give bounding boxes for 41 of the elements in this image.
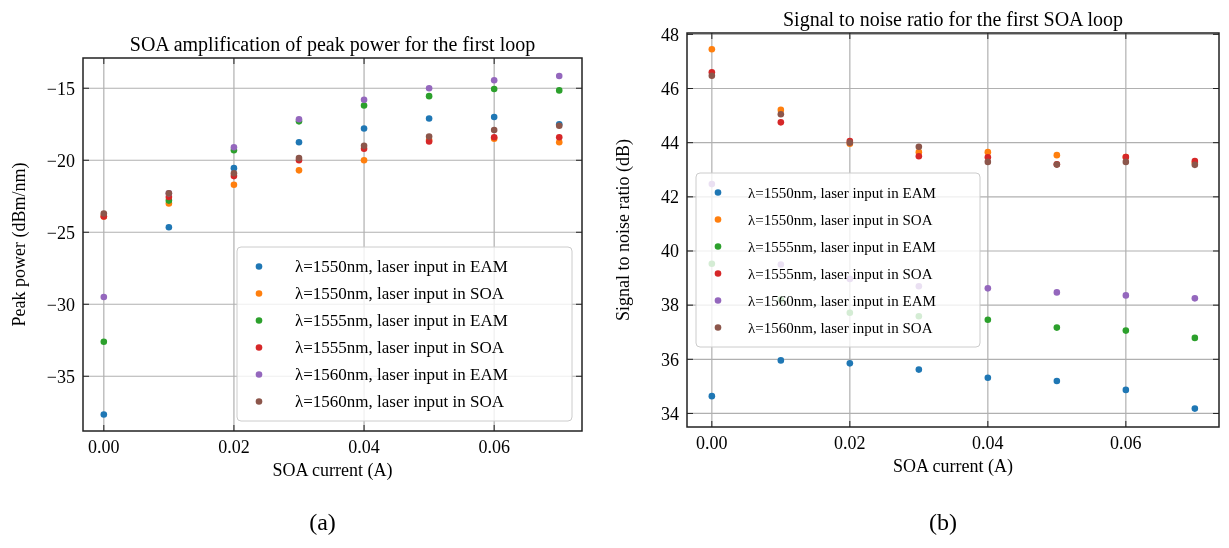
x-tick-label: 0.06 <box>478 437 510 457</box>
legend-label: λ=1550nm, laser input in SOA <box>295 284 505 304</box>
chart-title: Signal to noise ratio for the first SOA loop <box>783 8 1123 31</box>
legend-label: λ=1550nm, laser input in EAM <box>295 257 508 277</box>
text: (a) <box>309 509 336 535</box>
y-tick-label: −15 <box>46 78 75 99</box>
y-tick-label: −25 <box>46 222 75 243</box>
y-tick-label: 38 <box>661 295 679 316</box>
y-tick-label: −35 <box>46 366 75 387</box>
x-tick-label: 0.00 <box>88 437 120 457</box>
y-axis-title: Signal to noise ratio (dB) <box>613 139 634 321</box>
legend-label: λ=1555nm, laser input in SOA <box>748 265 933 282</box>
legend-label: λ=1560nm, laser input in EAM <box>748 292 936 309</box>
x-tick-label: 0.06 <box>1110 433 1142 453</box>
x-tick-label: 0.04 <box>972 433 1004 453</box>
y-tick-label: −20 <box>46 150 75 171</box>
y-tick-label: 44 <box>661 132 679 153</box>
chart-title: SOA amplification of peak power for the first loop <box>129 33 536 56</box>
legend-label: λ=1560nm, laser input in EAM <box>295 365 508 385</box>
text: (b) <box>929 509 957 535</box>
legend-label: λ=1555nm, laser input in SOA <box>295 338 505 358</box>
y-tick-label: 34 <box>661 403 679 424</box>
y-tick-label: 46 <box>661 78 679 99</box>
x-axis-title: SOA current (A) <box>893 456 1013 477</box>
legend-label: λ=1560nm, laser input in SOA <box>295 392 505 412</box>
legend-label: λ=1560nm, laser input in SOA <box>748 319 933 336</box>
x-tick-label: 0.04 <box>348 437 380 457</box>
y-axis-title: Peak power (dBm/nm) <box>9 162 30 327</box>
legend-label: λ=1550nm, laser input in EAM <box>748 184 936 201</box>
y-tick-label: 40 <box>661 241 679 262</box>
x-tick-label: 0.02 <box>218 437 250 457</box>
x-tick-label: 0.02 <box>834 433 866 453</box>
legend-label: λ=1555nm, laser input in EAM <box>748 238 936 255</box>
y-tick-label: 36 <box>661 349 679 370</box>
legend-label: λ=1550nm, laser input in SOA <box>748 211 933 228</box>
y-tick-label: 42 <box>661 187 679 208</box>
legend-label: λ=1555nm, laser input in EAM <box>295 311 508 331</box>
x-axis-title: SOA current (A) <box>272 460 393 481</box>
y-tick-label: 48 <box>661 24 679 45</box>
y-tick-label: −30 <box>46 294 75 315</box>
x-tick-label: 0.00 <box>696 433 728 453</box>
